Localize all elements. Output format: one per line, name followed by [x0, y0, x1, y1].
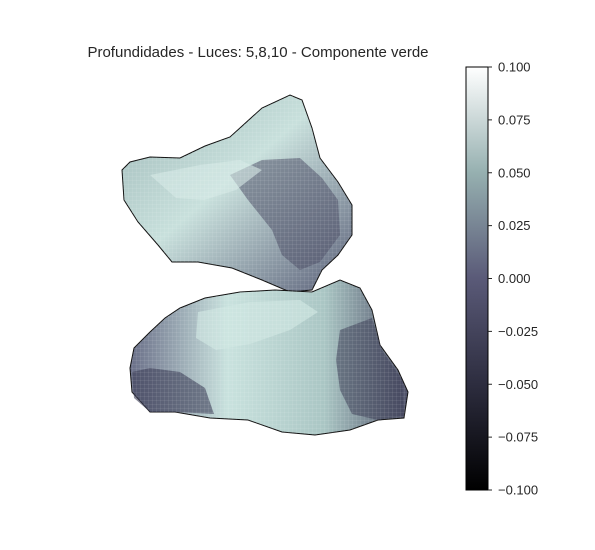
- colorbar-ticks: 0.100 0.075 0.050 0.025 0.000 −0.025 −0.050 −0.…: [488, 60, 538, 498]
- colorbar-tick-label: −0.075: [498, 430, 538, 445]
- colorbar-tick-label: 0.025: [498, 218, 531, 233]
- surface-mesh-upper: [122, 95, 352, 292]
- colorbar-tick-label: −0.025: [498, 324, 538, 339]
- colorbar-tick-label: −0.100: [498, 483, 538, 498]
- colorbar-tick-label: 0.075: [498, 112, 531, 127]
- chart-title: Profundidades - Luces: 5,8,10 - Componen…: [87, 44, 428, 61]
- surface-plot: [122, 95, 408, 435]
- colorbar-tick-label: 0.000: [498, 271, 531, 286]
- colorbar-gradient: [466, 67, 488, 490]
- colorbar: 0.100 0.075 0.050 0.025 0.000 −0.025 −0.050 −0.…: [466, 60, 538, 498]
- surface-mesh-lower: [130, 280, 408, 435]
- colorbar-tick-label: 0.050: [498, 165, 531, 180]
- colorbar-tick-label: 0.100: [498, 60, 531, 75]
- colorbar-tick-label: −0.050: [498, 377, 538, 392]
